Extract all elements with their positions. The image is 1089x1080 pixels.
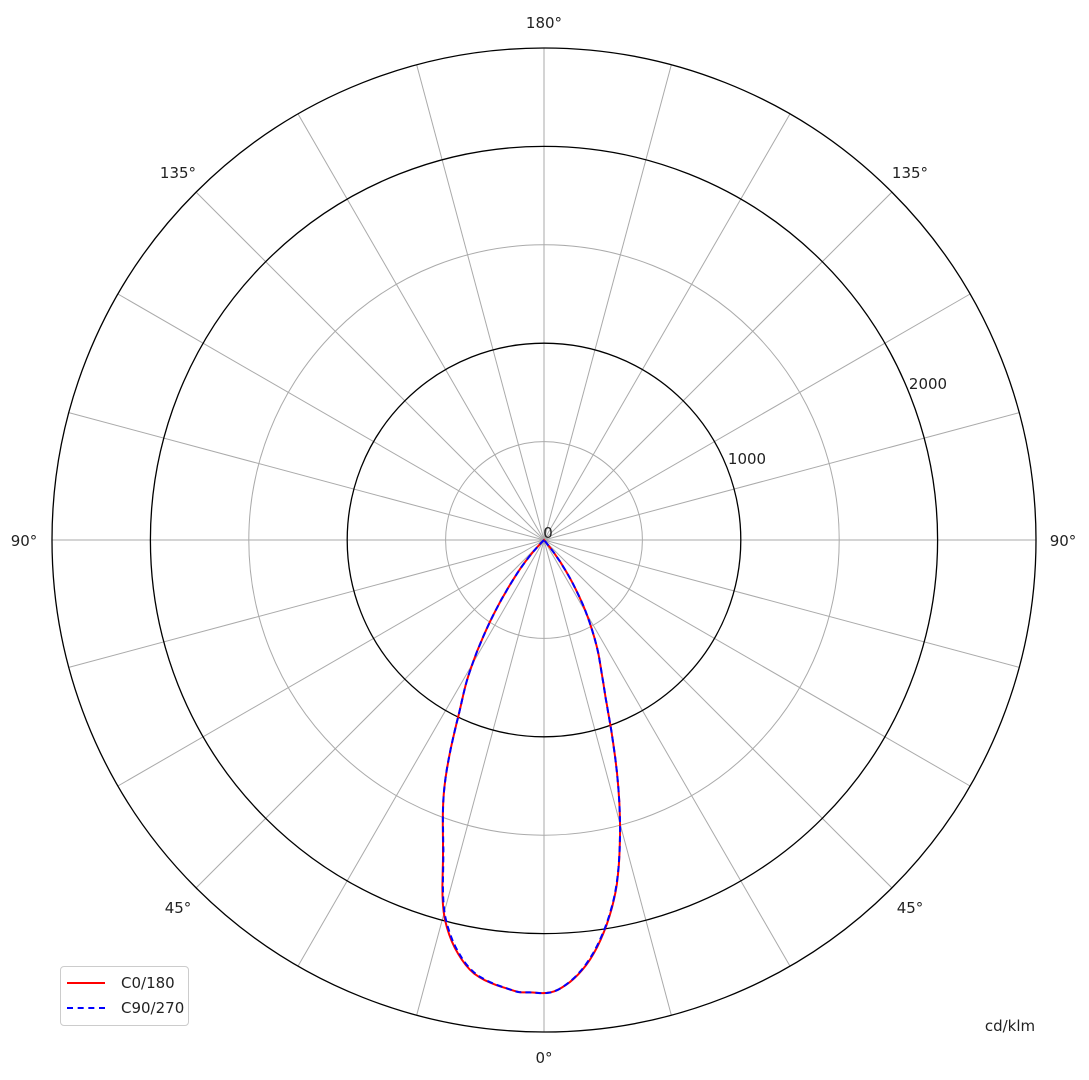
spoke-line xyxy=(416,539,545,1016)
legend-item-c90-270: C90/270 xyxy=(61,997,184,1019)
spoke-line xyxy=(297,539,545,967)
spoke-line xyxy=(543,539,971,787)
spoke-line xyxy=(117,539,545,787)
series-layer xyxy=(441,538,622,995)
ring-500 xyxy=(445,441,643,639)
spoke-line xyxy=(543,539,791,967)
spoke-line xyxy=(543,539,1020,668)
angle-label-upper-right: 135° xyxy=(892,164,928,182)
spoke-line xyxy=(543,412,1020,541)
spoke-line xyxy=(68,539,545,668)
legend: C0/180 C90/270 xyxy=(60,966,189,1026)
radial-label-2000: 2000 xyxy=(909,375,947,393)
legend-item-c0-180: C0/180 xyxy=(61,972,175,994)
angle-label-bottom: 0° xyxy=(535,1049,552,1067)
legend-label: C90/270 xyxy=(121,999,185,1017)
spoke-line xyxy=(543,113,791,541)
radial-label-0: 0 xyxy=(543,524,553,542)
series-line-c0-180 xyxy=(441,538,622,995)
labels: 0° 180° 90° 90° 45° 45° 135° 135° 0 1000… xyxy=(11,14,1077,1067)
legend-swatch-solid xyxy=(67,982,105,984)
legend-label: C0/180 xyxy=(121,974,175,992)
ring-1000 xyxy=(346,342,742,738)
angle-label-lower-left: 45° xyxy=(165,899,192,917)
series-line-c90-270 xyxy=(441,538,622,995)
spoke-line xyxy=(543,64,672,541)
spoke-line xyxy=(297,113,545,541)
angle-label-right: 90° xyxy=(1050,532,1077,550)
spoke-line xyxy=(543,191,893,541)
spoke-line xyxy=(416,64,545,541)
angle-label-top: 180° xyxy=(526,14,562,32)
spoke-line xyxy=(68,412,545,541)
grid xyxy=(51,47,1037,1033)
spoke-line xyxy=(543,293,971,541)
spoke-line xyxy=(543,539,893,889)
ring-2000 xyxy=(149,145,939,935)
spoke-line xyxy=(195,539,545,889)
ring-2500 xyxy=(51,47,1037,1033)
angle-label-lower-right: 45° xyxy=(897,899,924,917)
spoke-line xyxy=(117,293,545,541)
unit-label: cd/klm xyxy=(985,1017,1035,1035)
angle-label-upper-left: 135° xyxy=(160,164,196,182)
radial-label-1000: 1000 xyxy=(728,450,766,468)
spoke-line xyxy=(195,191,545,541)
ring-1500 xyxy=(248,244,840,836)
angle-label-left: 90° xyxy=(11,532,38,550)
legend-swatch-dashed xyxy=(67,1007,105,1009)
spoke-line xyxy=(543,539,672,1016)
